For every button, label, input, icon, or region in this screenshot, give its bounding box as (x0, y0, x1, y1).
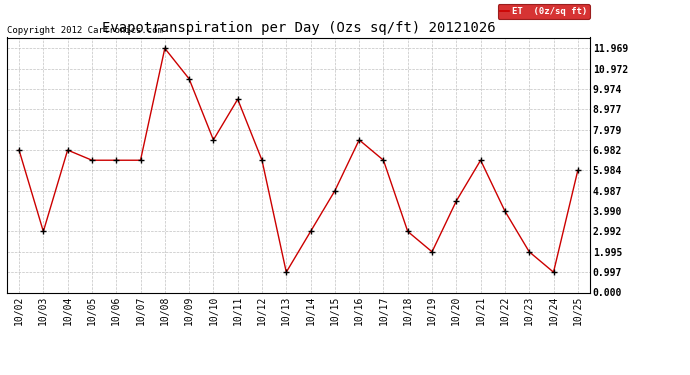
Text: Copyright 2012 Cartronics.com: Copyright 2012 Cartronics.com (7, 26, 163, 35)
Title: Evapotranspiration per Day (Ozs sq/ft) 20121026: Evapotranspiration per Day (Ozs sq/ft) 2… (101, 21, 495, 35)
Legend: ET  (0z/sq ft): ET (0z/sq ft) (497, 4, 590, 19)
